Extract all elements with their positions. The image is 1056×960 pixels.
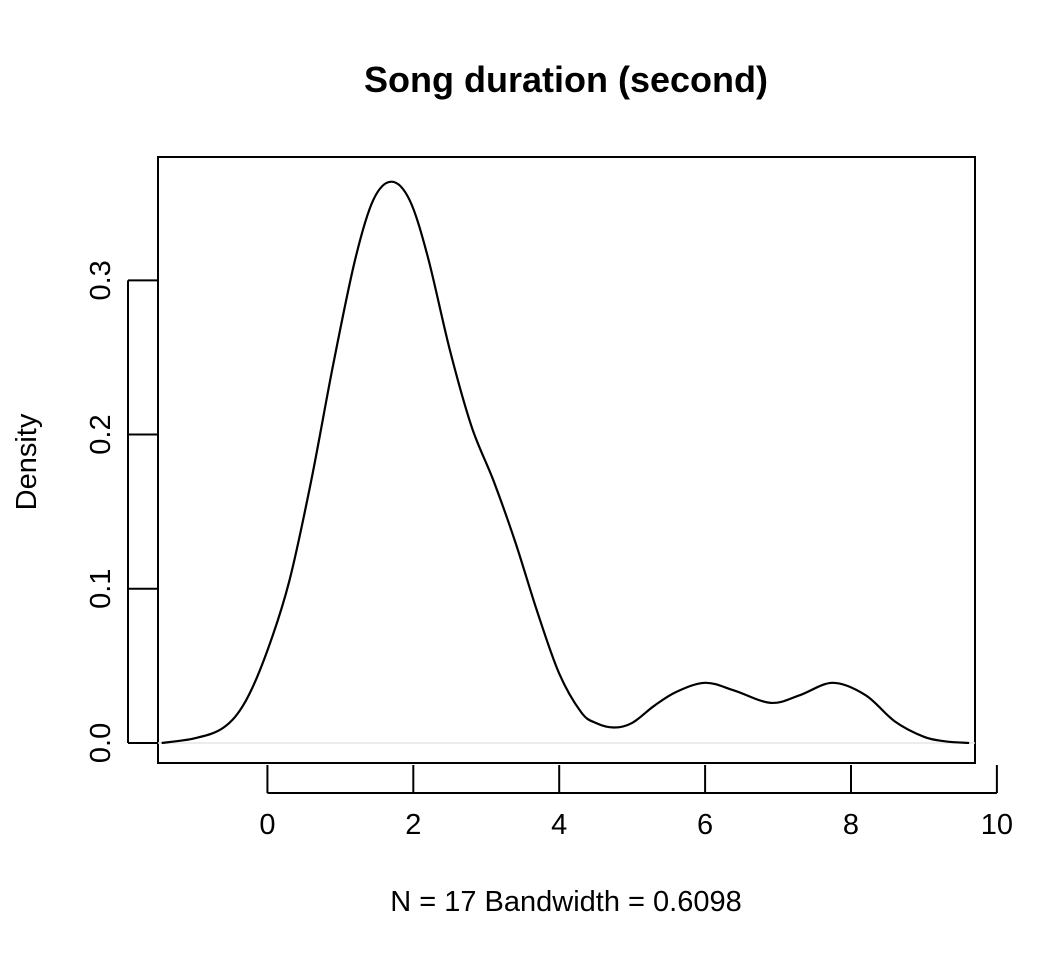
chart-title: Song duration (second)	[364, 59, 768, 100]
y-tick-label-2: 0.2	[85, 414, 117, 454]
y-tick-label-3: 0.3	[85, 260, 117, 300]
y-tick-label-1: 0.1	[85, 569, 117, 609]
x-tick-label-4: 8	[843, 809, 859, 841]
x-tick-label-2: 4	[551, 809, 567, 841]
density-curve-0	[161, 180, 970, 745]
y-axis-label: Density	[11, 413, 43, 510]
x-axis-label: N = 17 Bandwidth = 0.6098	[390, 886, 741, 918]
x-tick-label-0: 0	[259, 809, 275, 841]
y-tick-label-0: 0.0	[85, 723, 117, 763]
x-tick-label-1: 2	[405, 809, 421, 841]
x-tick-label-5: 10	[981, 809, 1013, 841]
x-tick-label-3: 6	[697, 809, 713, 841]
plot-frame	[157, 156, 976, 764]
